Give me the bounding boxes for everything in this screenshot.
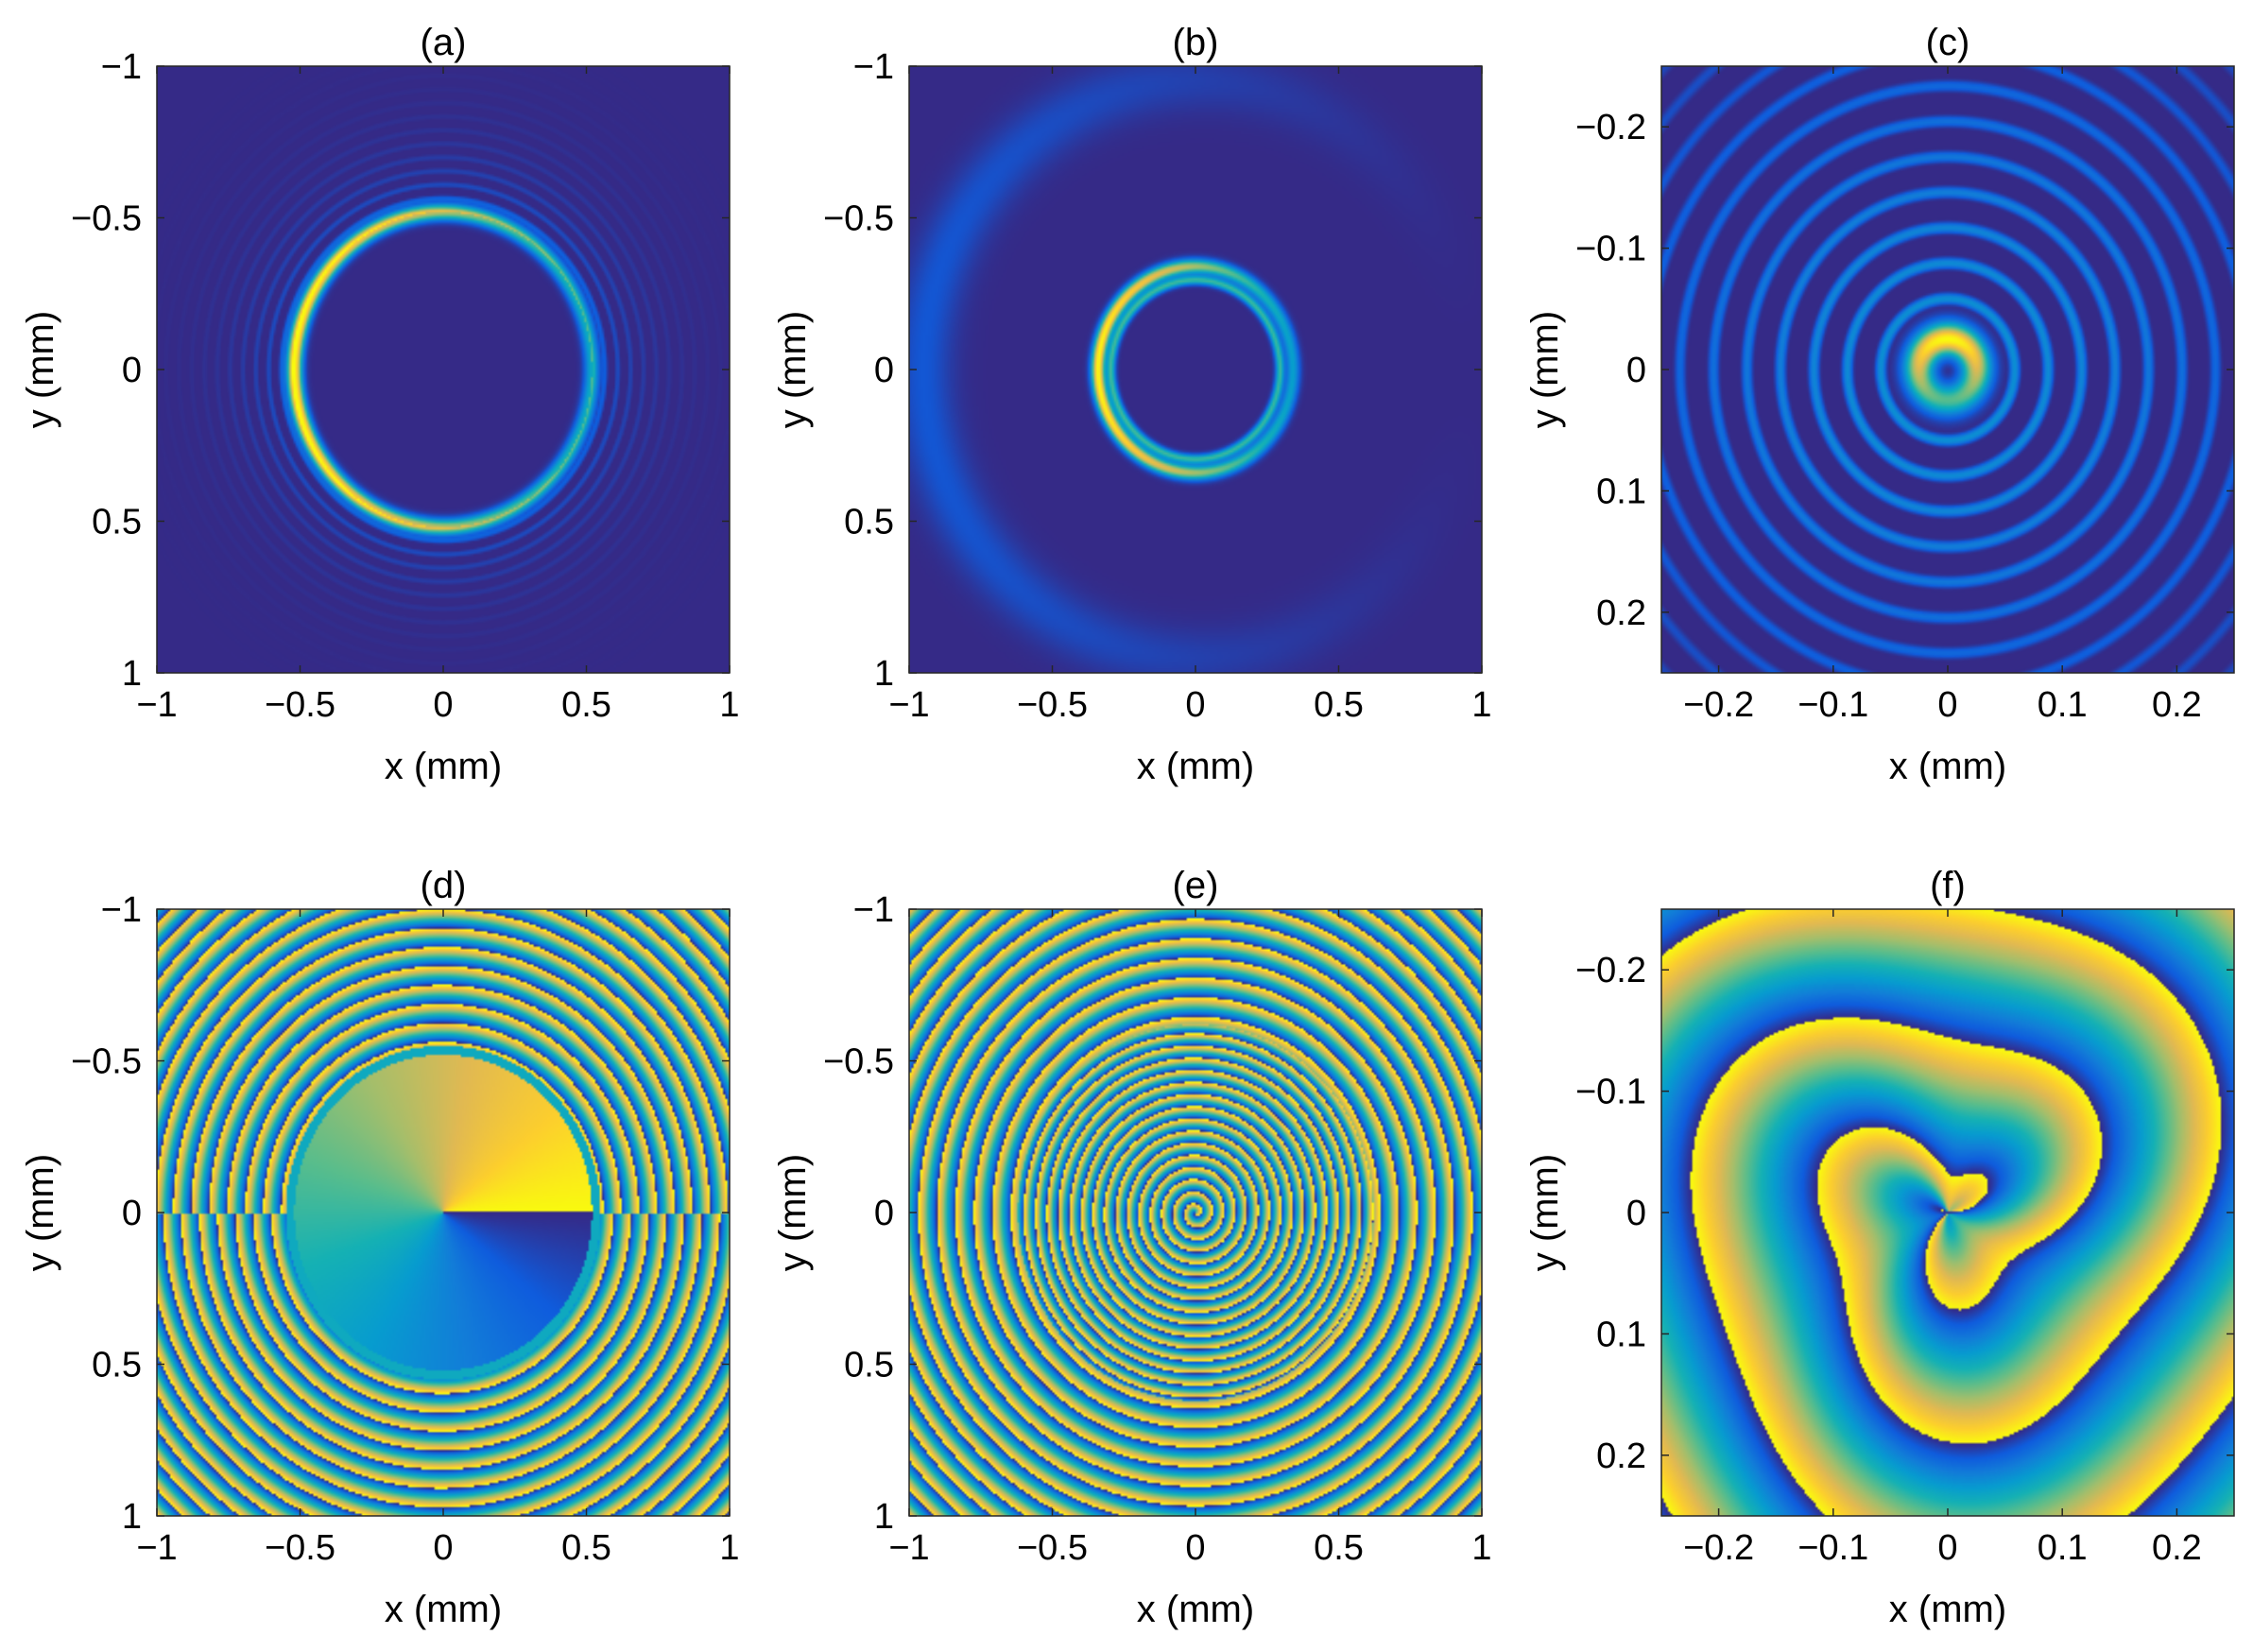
heatmap-image bbox=[1661, 909, 2234, 1516]
y-tick-label: 0.5 bbox=[92, 503, 142, 542]
x-tick-label: 0.5 bbox=[561, 1528, 611, 1568]
y-tick-label: 0 bbox=[874, 351, 894, 390]
panel-f: (f) −0.2 −0.1 0 0.1 0.2 −0.2 −0.1 0 0.1 0.2 x (mm) y… bbox=[1524, 865, 2235, 1630]
y-tick-label: 0 bbox=[1626, 351, 1646, 390]
x-tick-label: 0.2 bbox=[2152, 685, 2202, 725]
y-tick-label: −0.5 bbox=[71, 1042, 142, 1082]
x-axis-label: x (mm) bbox=[385, 746, 502, 787]
panel-b: (b)−1 −0.5 0 0.5 1−1−0.500.51x (mm)y (mm) bbox=[772, 22, 1492, 787]
y-tick-label: −0.1 bbox=[1575, 230, 1646, 269]
heatmap-image bbox=[157, 66, 730, 673]
y-tick-label: −1 bbox=[101, 47, 142, 87]
panel-title: (d) bbox=[421, 865, 467, 906]
x-tick-label: −0.5 bbox=[265, 685, 335, 725]
x-tick-label: −0.2 bbox=[1683, 685, 1754, 725]
panel-c: (c) −0.2 −0.1 0 0.1 0.2 −0.2 −0.1 0 0.1 0.2 x (mm) y… bbox=[1524, 22, 2235, 787]
panel-d: (d)−1 −0.5 0 0.5 1−1−0.500.51x (mm)y (mm) bbox=[20, 865, 740, 1630]
y-axis-label: y (mm) bbox=[1524, 1154, 1566, 1271]
y-tick-label: 0.1 bbox=[1596, 472, 1646, 511]
x-tick-label: 0 bbox=[1185, 1528, 1205, 1568]
y-tick-label: −1 bbox=[853, 890, 894, 930]
x-tick-label: −0.1 bbox=[1797, 1528, 1868, 1568]
x-tick-label: 1 bbox=[719, 1528, 739, 1568]
x-tick-label: 0 bbox=[433, 685, 453, 725]
x-tick-label: −1 bbox=[888, 685, 929, 725]
heatmap-image bbox=[909, 909, 1482, 1516]
x-tick-label: −0.5 bbox=[265, 1528, 335, 1568]
heatmap-image bbox=[909, 66, 1482, 673]
panel-title: (f) bbox=[1930, 865, 1966, 906]
x-tick-label: −0.5 bbox=[1017, 685, 1088, 725]
y-tick-label: 0.2 bbox=[1596, 594, 1646, 633]
panel-title: (c) bbox=[1926, 22, 1970, 63]
x-tick-label: −0.1 bbox=[1797, 685, 1868, 725]
y-tick-label: 0.1 bbox=[1596, 1315, 1646, 1354]
y-tick-label: 0 bbox=[122, 351, 142, 390]
x-tick-label: 0 bbox=[433, 1528, 453, 1568]
x-axis-label: x (mm) bbox=[1889, 1589, 2006, 1630]
y-tick-label: −1 bbox=[101, 890, 142, 930]
y-tick-label: 0.5 bbox=[844, 1346, 894, 1385]
heatmap-image bbox=[1661, 66, 2234, 673]
y-tick-label: 0 bbox=[122, 1194, 142, 1233]
x-axis-label: x (mm) bbox=[385, 1589, 502, 1630]
x-tick-label: 0.5 bbox=[1314, 685, 1364, 725]
x-tick-label: −0.5 bbox=[1017, 1528, 1088, 1568]
y-tick-label: 1 bbox=[122, 654, 142, 694]
y-axis-label: y (mm) bbox=[772, 311, 814, 428]
y-axis-label: y (mm) bbox=[20, 1154, 61, 1271]
y-tick-label: −0.5 bbox=[823, 199, 894, 239]
x-tick-label: 0.5 bbox=[561, 685, 611, 725]
panel-e: (e)−1 −0.5 0 0.5 1−1−0.500.51x (mm)y (mm) bbox=[772, 865, 1492, 1630]
panel-title: (e) bbox=[1173, 865, 1219, 906]
panel-title: (a) bbox=[421, 22, 467, 63]
y-tick-label: 1 bbox=[122, 1497, 142, 1537]
x-axis-label: x (mm) bbox=[1137, 1589, 1254, 1630]
x-tick-label: 0 bbox=[1185, 685, 1205, 725]
y-tick-label: −0.5 bbox=[71, 199, 142, 239]
y-axis-label: y (mm) bbox=[20, 311, 61, 428]
y-tick-label: 0 bbox=[874, 1194, 894, 1233]
x-tick-label: 0.1 bbox=[2038, 685, 2088, 725]
x-tick-label: 1 bbox=[719, 685, 739, 725]
y-tick-label: 0.2 bbox=[1596, 1437, 1646, 1476]
x-tick-label: −0.2 bbox=[1683, 1528, 1754, 1568]
x-tick-label: −1 bbox=[136, 1528, 177, 1568]
y-tick-label: 0.5 bbox=[844, 503, 894, 542]
x-tick-label: 0 bbox=[1937, 1528, 1957, 1568]
x-tick-label: −1 bbox=[888, 1528, 929, 1568]
x-tick-label: 0 bbox=[1937, 685, 1957, 725]
y-tick-label: −0.2 bbox=[1575, 951, 1646, 990]
panel-title: (b) bbox=[1173, 22, 1219, 63]
heatmap-image bbox=[157, 909, 730, 1516]
y-tick-label: 1 bbox=[874, 1497, 894, 1537]
y-tick-label: −1 bbox=[853, 47, 894, 87]
y-tick-label: 0.5 bbox=[92, 1346, 142, 1385]
y-tick-label: 1 bbox=[874, 654, 894, 694]
x-tick-label: −1 bbox=[136, 685, 177, 725]
y-tick-label: 0 bbox=[1626, 1194, 1646, 1233]
y-axis-label: y (mm) bbox=[772, 1154, 814, 1271]
x-tick-label: 1 bbox=[1471, 685, 1491, 725]
x-tick-label: 0.5 bbox=[1314, 1528, 1364, 1568]
x-tick-label: 0.2 bbox=[2152, 1528, 2202, 1568]
x-axis-label: x (mm) bbox=[1889, 746, 2006, 787]
x-axis-label: x (mm) bbox=[1137, 746, 1254, 787]
y-tick-label: −0.1 bbox=[1575, 1073, 1646, 1112]
x-tick-label: 0.1 bbox=[2038, 1528, 2088, 1568]
panel-a: (a)−1 −0.5 0 0.5 1−1−0.500.51x (mm)y (mm) bbox=[20, 22, 740, 787]
y-axis-label: y (mm) bbox=[1524, 311, 1566, 428]
x-tick-label: 1 bbox=[1471, 1528, 1491, 1568]
y-tick-label: −0.2 bbox=[1575, 108, 1646, 147]
y-tick-label: −0.5 bbox=[823, 1042, 894, 1082]
